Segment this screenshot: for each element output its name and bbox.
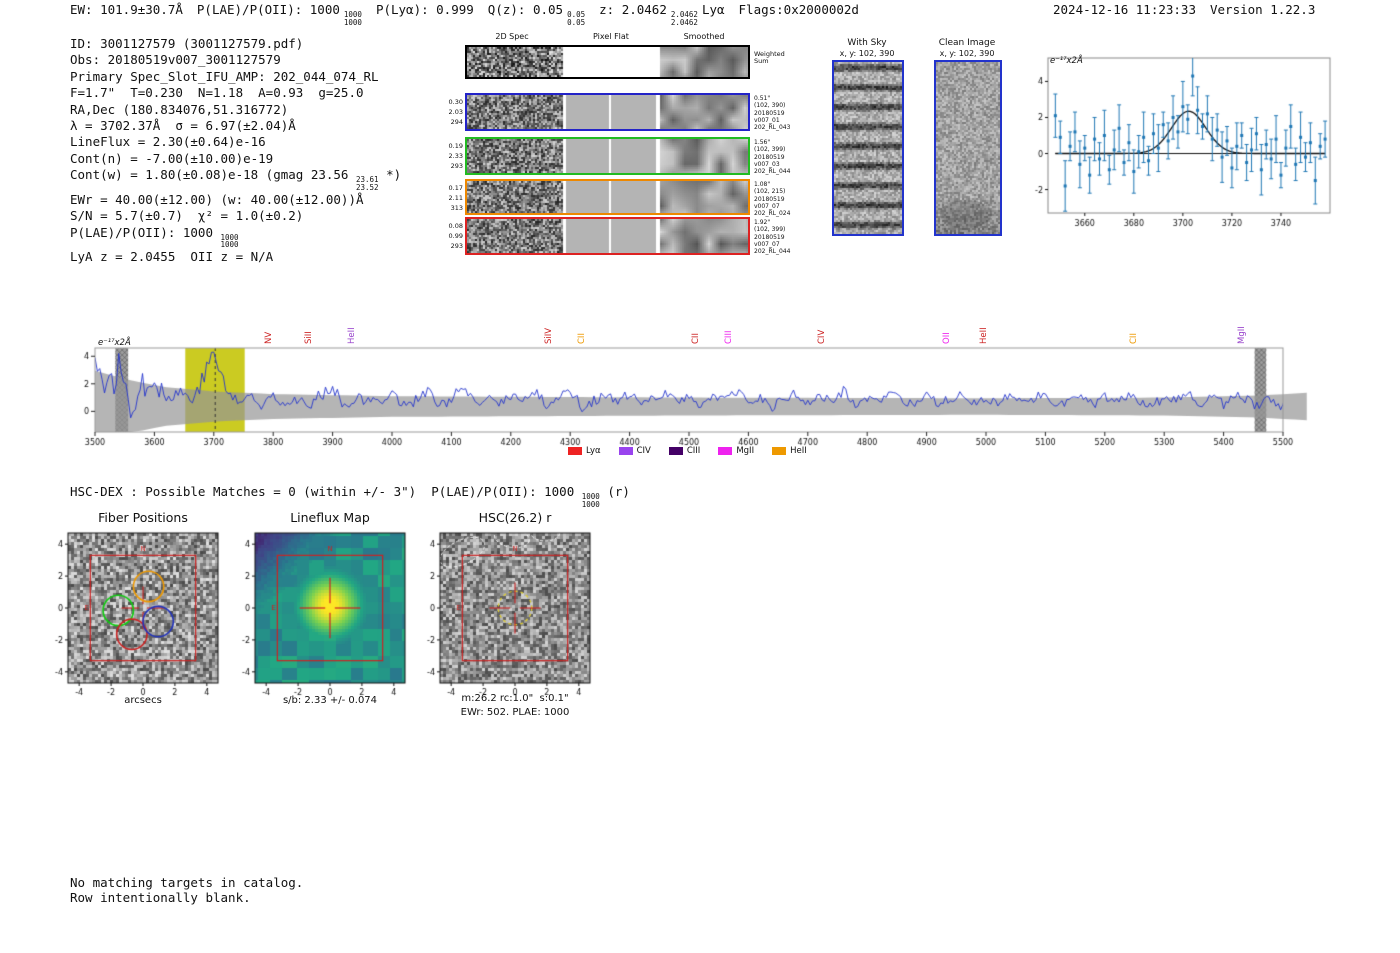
with-sky-coords: x, y: 102, 390 [839,49,895,58]
gmag-fraction: 23.61 23.52 [355,175,379,193]
cutout-row-left-labels: 0.17 2.11 313 [448,184,463,212]
legend-label: Lyα [586,446,601,456]
lineflux-line: LineFlux = 2.30(±0.64)e-16 [70,134,266,150]
cutout-strip-image [467,139,748,173]
qz-fraction: 0.05 0.05 [567,10,586,27]
legend-item-heii: HeII [772,446,807,456]
obs-line: Obs: 20180519v007_3001127579 [70,52,281,68]
cutout-strip-image [467,219,748,253]
timestamp: 2024-12-16 11:23:33 [1053,2,1196,17]
plae-fraction: 1000 1000 [343,10,362,27]
cutout-row-right-labels: Weighted Sum [754,50,785,66]
lineflux-map-title: Lineflux Map [290,510,370,525]
cutout-row-right-labels: 1.92" (102, 399) 20180519 v007_07 202_RL… [754,219,791,256]
fiber-positions-title: Fiber Positions [98,510,188,525]
cutout-strip-image [467,47,748,77]
lineflux-map-xlabel: s/b: 2.33 +/- 0.074 [282,695,378,706]
cutout-row-fiber-1: 0.30 2.03 294 0.51" (102, 390) 20180519 … [449,93,790,131]
header-summary: EW: 101.9±30.7Å P(LAE)/P(OII): 1000 1000 10… [70,2,859,43]
hsc-cutout-panel [410,524,610,700]
col-header-pixelflat: Pixel Flat [593,32,629,41]
hsc-cutout-xlabel: m:26.2 rc:1.0" s:0.1" [461,693,569,704]
legend-item-ciii: CIII [668,446,701,456]
legend-swatch [618,447,633,455]
qz-value: Q(z): 0.05 [487,2,564,17]
cutout-row-right-labels: 1.56" (102, 399) 20180519 v007_03 202_RL… [754,139,791,176]
header-meta: 2024-12-16 11:23:33 Version 1.22.3 [1053,2,1315,35]
ewr-line: EWr = 40.00(±12.00) (w: 40.00(±12.00))Å [70,191,364,207]
clean-image-coords: x, y: 102, 390 [939,49,995,58]
version-label: Version 1.22.3 [1210,2,1316,17]
cutout-row-right-labels: 1.08" (102, 215) 20180519 v007_07 202_RL… [754,181,791,218]
clean-image-title: Clean Image [938,38,996,48]
footer-line-1: No matching targets in catalog. [70,875,304,890]
cutout-row-left-labels: 0.30 2.03 294 [448,98,463,126]
cutout-row-left-labels: 0.19 2.33 293 [448,142,463,170]
final-z-line: LyA z = 2.0455 OII z = N/A [70,249,274,265]
legend-swatch [668,447,683,455]
legend-item-lyα: Lyα [568,446,601,456]
col-header-smoothed: Smoothed [683,32,725,41]
info-block: ID: 3001127579 (3001127579.pdf) Obs: 201… [70,36,401,266]
cutout-row-weighted-sum: Weighted Sum [465,45,785,79]
with-sky-title: With Sky [847,38,887,48]
with-sky-image [834,62,902,234]
plae-line: P(LAE)/P(OII): 1000 1000 1000 [70,224,239,250]
zoom-flux-units-label: e⁻¹⁷x2Å [1050,56,1083,66]
seeing-line: F=1.7" T=0.230 N=1.18 A=0.93 g=25.0 [70,85,364,101]
lambda-line: λ = 3702.37Å σ = 6.97(±2.04)Å [70,118,296,134]
with-sky-image-frame [832,60,904,236]
line-fit-plot [1015,48,1350,243]
hsc-dex-fraction: 1000 1000 [581,492,600,509]
cutout-row-left-labels: 0.08 0.99 293 [448,222,463,250]
legend-swatch [568,447,582,455]
redshift-value: z: 2.0462 [599,2,667,17]
legend-item-civ: CIV [618,446,651,456]
hsc-cutout-title: HSC(26.2) r [478,510,552,525]
hsc-cutout-xlabel2: EWr: 502. PLAE: 1000 [460,707,570,718]
cutout-row-fiber-4: 0.08 0.99 293 1.92" (102, 399) 20180519 … [449,217,790,255]
clean-image-frame [934,60,1002,236]
spectrum-legend: Lyα CIV CIII MgII HeII [568,446,825,456]
cutout-strip-image [467,95,748,129]
ew-value: EW: 101.9±30.7Å [70,2,183,17]
sn-chi2-line: S/N = 5.7(±0.7) χ² = 1.0(±0.2) [70,208,304,224]
cont-w-line: Cont(w) = 1.80(±0.08)e-18 (gmag 23.56 23… [70,167,402,193]
fiber-positions-panel [38,524,238,700]
plae-info-fraction: 1000 1000 [220,232,239,250]
cutout-row-fiber-2: 0.19 2.33 293 1.56" (102, 399) 20180519 … [449,137,790,175]
legend-label: CIII [686,446,701,456]
line-type-label: Lyα [701,2,725,17]
legend-swatch [772,447,787,455]
flags-value: Flags:0x2000002d [738,2,859,17]
redshift-fraction: 2.0462 2.0462 [670,10,698,27]
clean-image [936,62,1000,234]
cont-n-line: Cont(n) = -7.00(±10.00)e-19 [70,150,274,166]
cutout-row-right-labels: 0.51" (102, 390) 20180519 v007_01 202_RL… [754,95,791,132]
legend-swatch [718,447,733,455]
legend-item-mgii: MgII [718,446,754,456]
fiber-positions-xlabel: arcsecs [124,695,162,706]
radec-line: RA,Dec (180.834076,51.316772) [70,101,289,117]
cutout-row-fiber-3: 0.17 2.11 313 1.08" (102, 215) 20180519 … [449,179,790,217]
legend-label: HeII [790,446,807,456]
plya-value: P(Lyα): 0.999 [375,2,474,17]
legend-label: CIV [636,446,651,456]
cutout-strip-image [467,181,748,213]
col-header-2dspec: 2D Spec [495,32,529,41]
full-spectrum-plot [55,336,1315,454]
hsc-dex-summary: HSC-DEX : Possible Matches = 0 (within +… [70,484,630,509]
primary-line: Primary Spec_Slot_IFU_AMP: 202_044_074_R… [70,68,379,84]
legend-label: MgII [736,446,755,456]
plae-poii-value: P(LAE)/P(OII): 1000 [196,2,340,17]
lineflux-map-panel [225,524,425,700]
id-line: ID: 3001127579 (3001127579.pdf) [70,36,304,51]
spectrum-flux-units-label: e⁻¹⁷x2Å [98,338,131,348]
footer-line-2: Row intentionally blank. [70,890,251,905]
